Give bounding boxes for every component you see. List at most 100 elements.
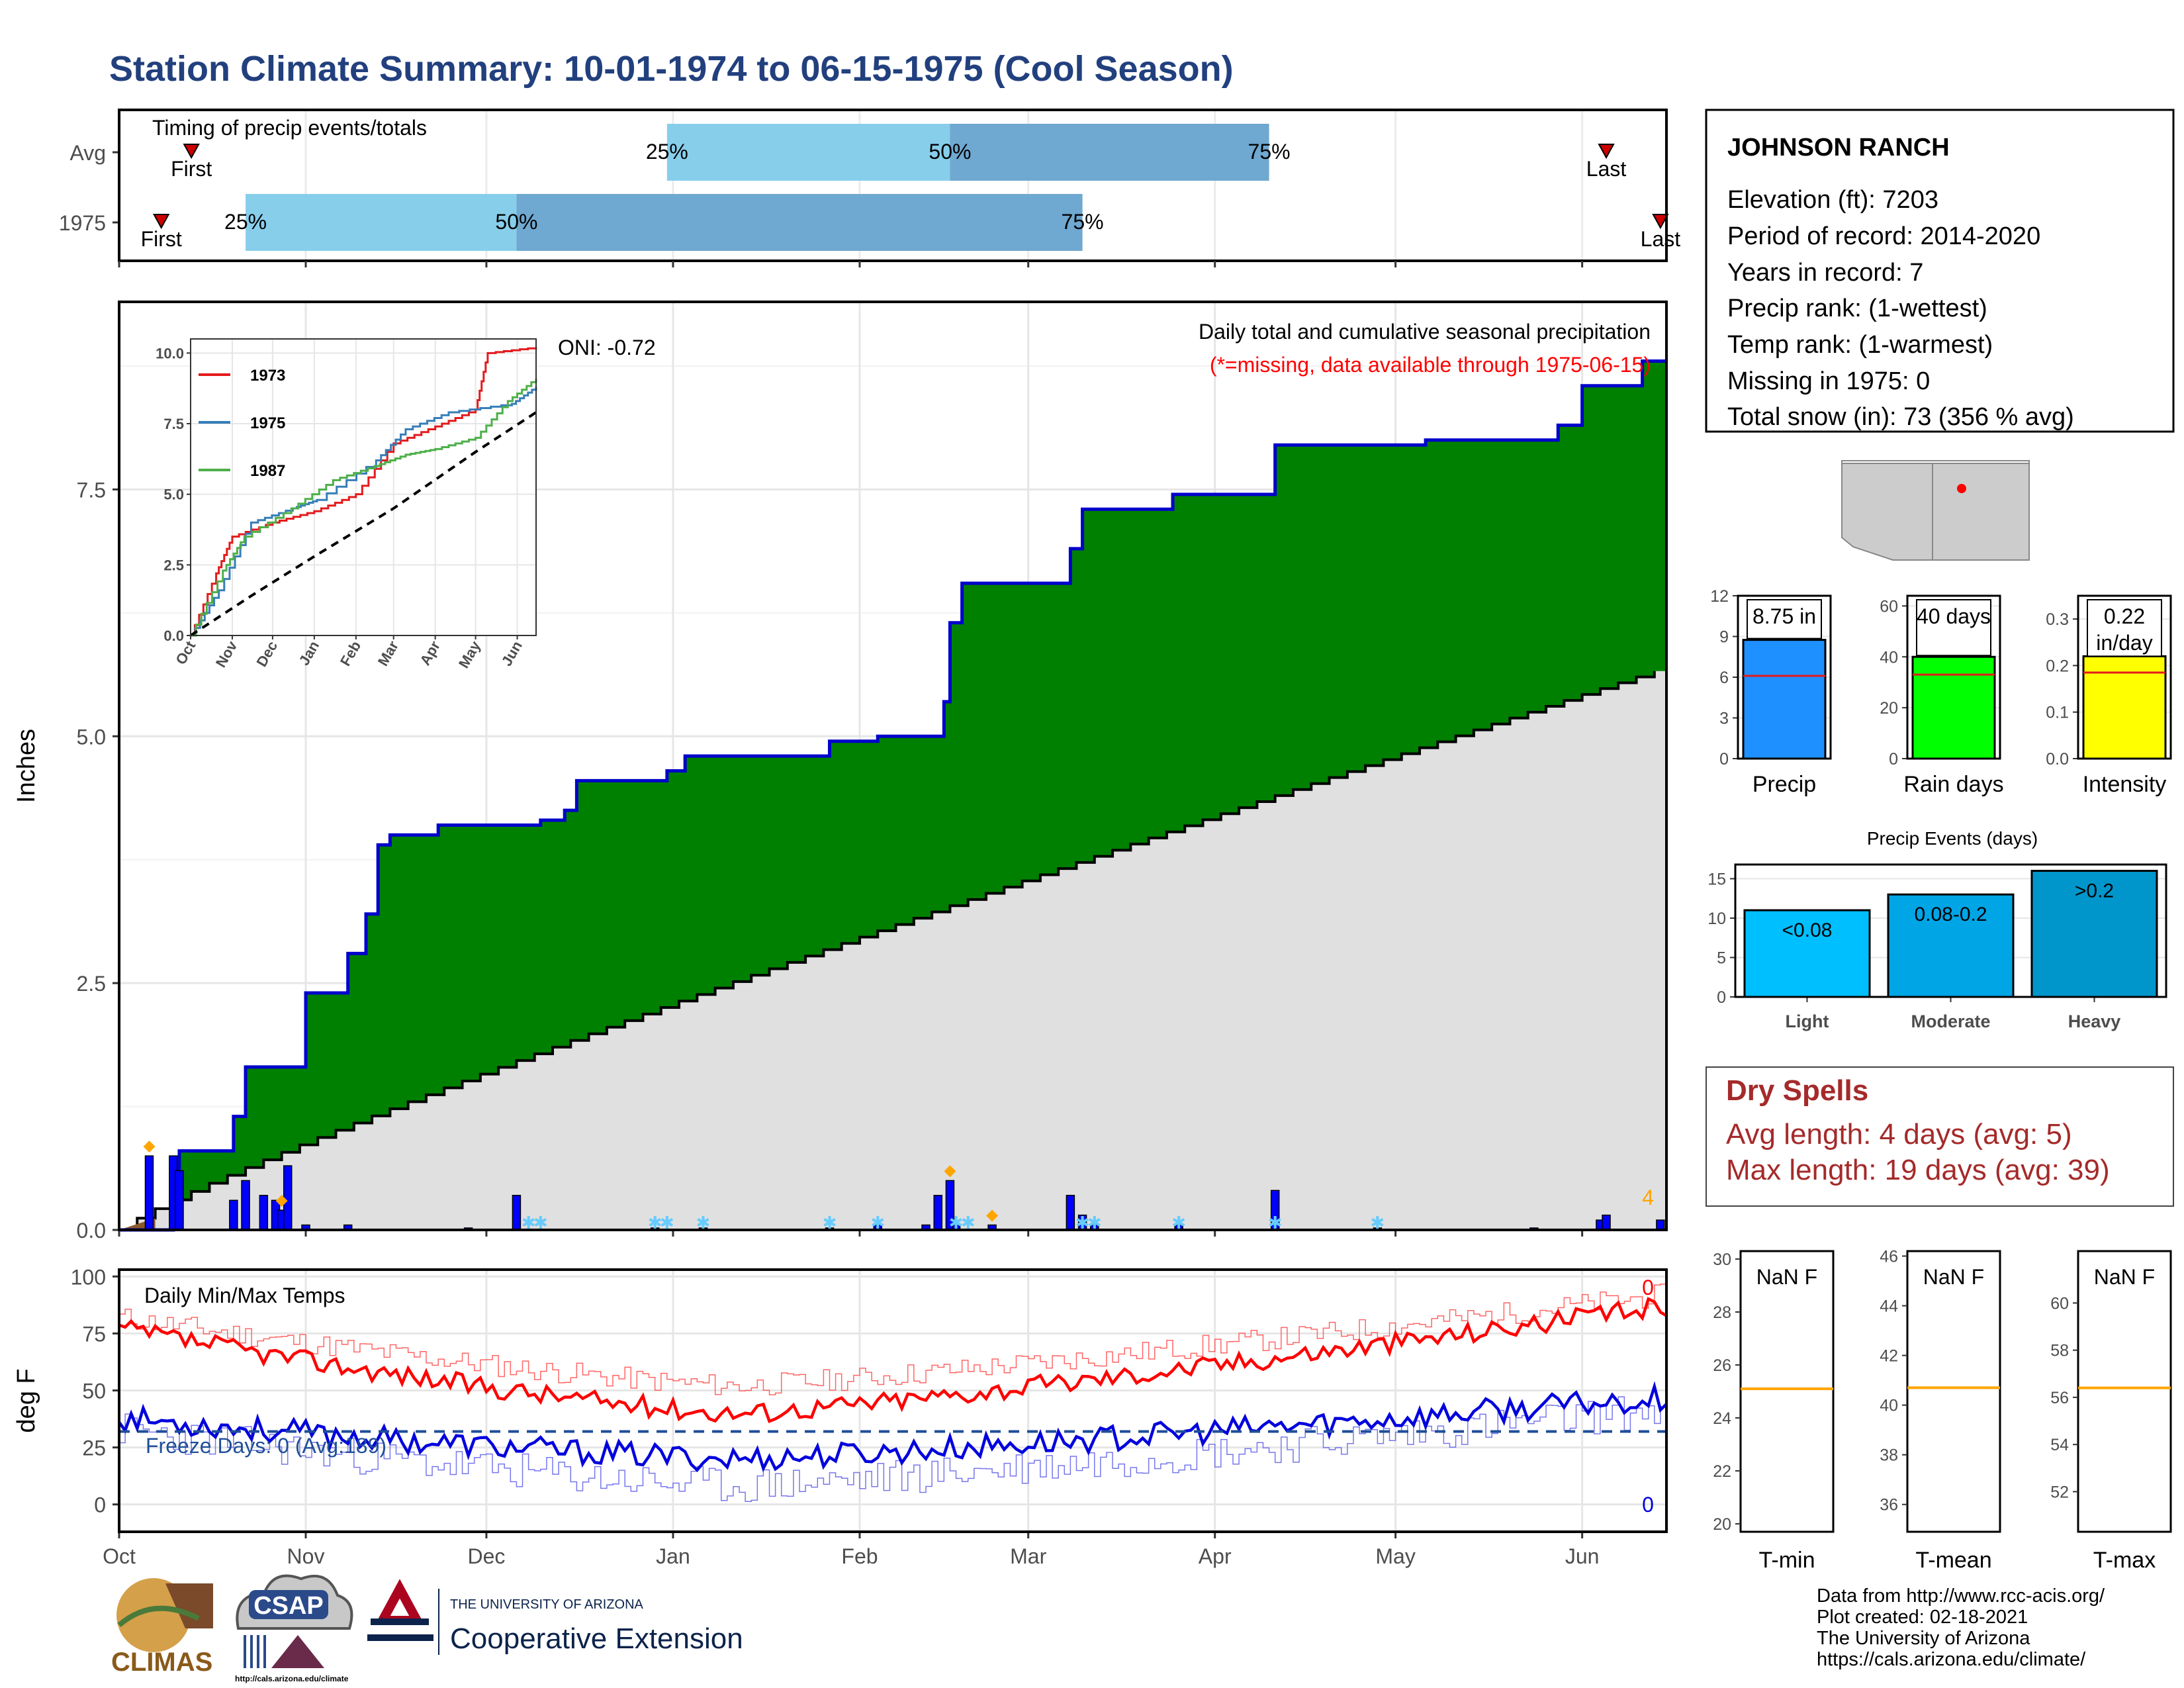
temp-y-tick-label: 100: [71, 1265, 106, 1289]
temp-box-value-label: NaN F: [2094, 1265, 2155, 1289]
timing-first-label: First: [171, 157, 212, 181]
temp-box-tick-label: 54: [2050, 1436, 2069, 1454]
summary-bar-value-box: [1747, 599, 1822, 639]
inset-average-line: [189, 411, 537, 637]
daily-precip-bar: [229, 1199, 238, 1231]
timing-label-75: 75%: [1248, 140, 1291, 164]
summary-bar-value-label: 8.75 in: [1752, 604, 1816, 628]
cumulative-precip-line: [119, 359, 1666, 1232]
oni-value: ONI: -0.72: [558, 336, 656, 359]
timing-panel: 25% 50% 75% First Last Avg 25% 50% 75% First Last 1…: [59, 109, 1681, 262]
snow-day-count: 4: [1642, 1186, 1654, 1209]
inset-y-tick-label: 7.5: [163, 416, 184, 432]
month-tick-label: Jun: [1565, 1544, 1600, 1568]
station-line-years: Years in record: 7: [1727, 259, 1923, 287]
month-tick-label: Oct: [103, 1544, 136, 1568]
timing-marker-last-icon: [1652, 214, 1669, 230]
inset-series-line-1987: [191, 378, 537, 637]
events-y-tick-label: 5: [1717, 949, 1726, 967]
timing-label-75: 75%: [1062, 210, 1104, 234]
avg-max-temp-line: [119, 1284, 1667, 1395]
temp-y-tick-label: 75: [82, 1322, 106, 1346]
ua-small-text: THE UNIVERSITY OF ARIZONA: [450, 1597, 644, 1612]
inset-legend-label: 1987: [250, 462, 285, 480]
trace-marker-icon: ✱: [1075, 1213, 1090, 1233]
timing-bar-50-75: [516, 194, 1083, 251]
summary-bar-category-label: Precip: [1752, 772, 1816, 797]
footer-credits: Data from http://www.rcc-acis.org/ Plot …: [1817, 1585, 2105, 1670]
temp-panel-label: Daily Min/Max Temps: [144, 1284, 345, 1307]
temp-box-tick-label: 22: [1713, 1462, 1731, 1481]
events-category-label: Heavy: [2068, 1011, 2121, 1031]
temp-box-frame: [1906, 1250, 2001, 1533]
temp-box-tick-label: 28: [1713, 1303, 1731, 1322]
avg-min-temp-line: [119, 1396, 1667, 1503]
timing-last-label: Last: [1586, 157, 1627, 181]
inset-y-tick-label: 0.0: [163, 628, 184, 644]
footer-line-created: Plot created: 02-18-2021: [1817, 1607, 2028, 1628]
climas-land-icon: [165, 1583, 213, 1628]
summary-bar-tick-label: 12: [1710, 587, 1729, 606]
temp-box-tick-label: 44: [1880, 1297, 1898, 1316]
events-y-tick-label: 10: [1707, 910, 1726, 928]
map-station-marker: [1957, 484, 1966, 493]
timing-bar-25-50: [246, 194, 517, 251]
daily-max-temp-line: [118, 1297, 1668, 1423]
summary-bar-tick-label: 0: [1719, 750, 1729, 769]
summary-bar-value-box: [1916, 599, 1991, 657]
temp-box-frame: [1739, 1250, 1835, 1533]
month-tick-label: May: [1375, 1544, 1415, 1568]
snow-day-marker-icon: [143, 1141, 156, 1153]
daily-precip-bar: [259, 1195, 269, 1231]
summary-bar-charts: 0 3 6 9 12 8.75 in Precip 0 20 40 60 40 days Rain da…: [1710, 587, 2172, 797]
timing-marker-first-icon: [183, 144, 200, 160]
temp-box-category-label: T-mean: [1915, 1548, 1991, 1573]
inset-series-line-1975: [191, 387, 537, 637]
station-line-period: Period of record: 2014-2020: [1727, 222, 2040, 250]
snow-day-marker-icon: [986, 1209, 999, 1222]
temp-box-tick-label: 58: [2050, 1342, 2069, 1360]
snow-day-marker-icon: [944, 1165, 956, 1178]
daily-precip-bar: [1066, 1195, 1075, 1231]
dry-spells-box: Dry Spells Avg length: 4 days (avg: 5) M…: [1706, 1066, 2174, 1207]
dry-spells-frame: [1706, 1066, 2174, 1207]
precip-events-chart: Precip Events (days) 0 5 10 15 <0.08 Light 0.08…: [1707, 828, 2167, 1031]
events-bar-label: 0.08-0.2: [1914, 904, 1987, 925]
timing-last-label: Last: [1641, 227, 1681, 251]
temp-y-axis-label: deg F: [13, 1368, 40, 1432]
events-y-tick-label: 0: [1717, 988, 1726, 1007]
events-frame: [1734, 863, 2167, 998]
temp-box-tick-label: 38: [1880, 1446, 1898, 1465]
events-bar-label: >0.2: [2075, 880, 2114, 902]
temp-background: [119, 1270, 1666, 1532]
summary-bar-tick-label: 60: [1880, 597, 1898, 616]
events-bar-label: <0.08: [1782, 919, 1833, 941]
temp-box-tick-label: 26: [1713, 1356, 1731, 1375]
timing-row-label: 1975: [59, 211, 106, 235]
summary-bar-tick-label: 0.3: [2046, 610, 2069, 629]
footer-line-url: https://cals.arizona.edu/climate/: [1817, 1649, 2086, 1670]
daily-precip-bar: [241, 1180, 250, 1231]
summary-bar-frame: [2077, 594, 2172, 760]
daily-precip-bar: [512, 1195, 522, 1231]
events-category-label: Moderate: [1911, 1011, 1990, 1031]
events-title: Precip Events (days): [1867, 828, 2038, 849]
month-tick-label: Nov: [287, 1544, 325, 1568]
daily-precip-bar: [1602, 1214, 1611, 1231]
trace-marker-icon: ✱: [1370, 1213, 1385, 1233]
inset-y-tick-label: 5.0: [163, 487, 184, 503]
temp-box-tick-label: 60: [2050, 1294, 2069, 1313]
timing-label-25: 25%: [646, 140, 688, 164]
timing-bar-50-75: [950, 124, 1269, 181]
month-tick-label: Mar: [1010, 1544, 1046, 1568]
footer-line-university: The University of Arizona: [1817, 1628, 2030, 1649]
temp-box-value-label: NaN F: [1756, 1265, 1817, 1289]
station-line-temp-rank: Temp rank: (1-warmest): [1727, 331, 1993, 359]
temperature-panel: Daily Min/Max Temps Freeze Days: 0 (Avg:1…: [13, 1265, 1668, 1568]
map-arizona: [1841, 463, 1933, 561]
summary-bar-frame: [1906, 594, 2001, 760]
month-tick-label: Jan: [656, 1544, 690, 1568]
station-line-missing: Missing in 1975: 0: [1727, 367, 1930, 395]
temp-box-tick-label: 24: [1713, 1409, 1731, 1428]
